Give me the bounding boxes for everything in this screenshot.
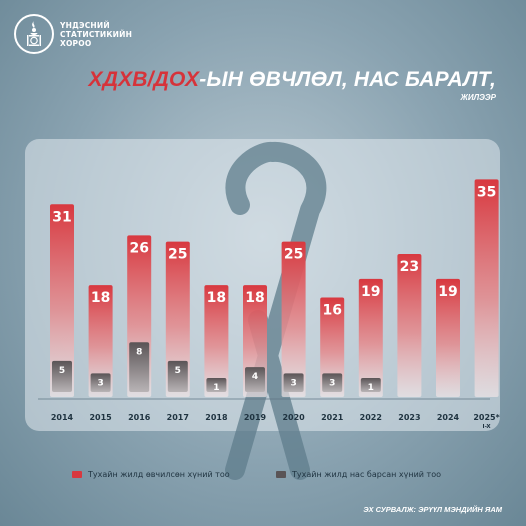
x-tick-label-2019: 2019 xyxy=(244,413,267,422)
cases-value-label-2024: 19 xyxy=(438,284,457,300)
deaths-value-label-2022: 1 xyxy=(368,383,374,393)
deaths-value-label-2016: 8 xyxy=(136,347,142,357)
cases-bar-2023 xyxy=(397,254,422,397)
cases-bar-2021 xyxy=(320,297,345,397)
logo-line-1: ҮНДЭСНИЙ xyxy=(60,20,110,30)
cases-value-label-2025*: 35 xyxy=(477,184,496,200)
title-rest: -ЫН ӨВЧЛӨЛ, НАС БАРАЛТ, xyxy=(199,68,496,91)
x-tick-labels: 2014 2015 2016 2017 2018 2019 2020 2021 2022 2023… xyxy=(51,413,501,430)
cases-bar-2015 xyxy=(88,285,113,397)
legend-label-deaths: Тухайн жилд нас барсан хүний тоо xyxy=(292,470,441,479)
deaths-value-label-2018: 1 xyxy=(213,383,219,393)
x-tick-sublabel-2025*: I-X xyxy=(483,424,492,430)
cases-bar-2020 xyxy=(281,241,306,397)
x-tick-label-2023: 2023 xyxy=(398,413,420,422)
deaths-bar-2014 xyxy=(52,360,72,392)
x-tick-label-2014: 2014 xyxy=(51,413,74,422)
title-accent: ХДХВ/ДОХ xyxy=(88,68,200,91)
cases-value-label-2020: 25 xyxy=(284,247,303,263)
x-tick-label-2022: 2022 xyxy=(360,413,382,422)
x-tick-label-2016: 2016 xyxy=(128,413,151,422)
deaths-bar-2022 xyxy=(360,378,381,392)
cases-value-label-2015: 18 xyxy=(91,290,110,306)
soyombo-emblem-icon xyxy=(14,14,54,54)
deaths-bar-2021 xyxy=(322,373,343,392)
logo-text: ҮНДЭСНИЙ СТАТИСТИКИЙН ХОРОО xyxy=(60,21,132,48)
deaths-bar-2018 xyxy=(206,378,227,392)
bars-layer: 31 5 18 3 26 8 25 5 18 1 18 4 25 3 16 3 19 1 23 19 35 xyxy=(50,179,499,397)
x-tick-label-2021: 2021 xyxy=(321,413,344,422)
x-tick-label-2018: 2018 xyxy=(205,413,228,422)
logo-line-3: ХОРОО xyxy=(60,38,92,48)
deaths-value-label-2015: 3 xyxy=(97,378,103,388)
deaths-bar-2019 xyxy=(245,367,265,392)
deaths-value-label-2021: 3 xyxy=(329,378,335,388)
deaths-value-label-2017: 5 xyxy=(175,366,181,376)
deaths-value-label-2014: 5 xyxy=(59,366,65,376)
deaths-value-label-2020: 3 xyxy=(290,378,296,388)
legend: Тухайн жилд өвчилсөн хүний тоо Тухайн жи… xyxy=(0,470,526,490)
cases-bar-2024 xyxy=(436,278,460,397)
x-tick-label-2025*: 2025* xyxy=(473,413,500,422)
cases-bar-2017 xyxy=(165,241,190,397)
cases-value-label-2016: 26 xyxy=(129,240,148,256)
legend-label-cases: Тухайн жилд өвчилсөн хүний тоо xyxy=(88,470,230,479)
x-tick-label-2017: 2017 xyxy=(167,413,189,422)
cases-value-label-2017: 25 xyxy=(168,247,187,263)
chart-subtitle: ЖИЛЭЭР xyxy=(460,93,496,102)
title-block: ХДХВ/ДОХ-ЫН ӨВЧЛӨЛ, НАС БАРАЛТ, ЖИЛЭЭР xyxy=(89,68,497,102)
x-tick-label-2024: 2024 xyxy=(437,413,460,422)
chart-title: ХДХВ/ДОХ-ЫН ӨВЧЛӨЛ, НАС БАРАЛТ, xyxy=(89,68,497,92)
cases-value-label-2021: 16 xyxy=(322,303,341,319)
legend-item-deaths: Тухайн жилд нас барсан хүний тоо xyxy=(276,470,441,479)
legend-swatch-deaths xyxy=(276,471,286,478)
logo-line-2: СТАТИСТИКИЙН xyxy=(60,29,133,39)
source-note: ЭХ СУРВАЛЖ: ЭРҮҮЛ МЭНДИЙН ЯАМ xyxy=(363,505,502,514)
deaths-bar-2015 xyxy=(90,373,111,392)
x-tick-label-2020: 2020 xyxy=(282,413,305,422)
deaths-value-label-2019: 4 xyxy=(252,372,258,382)
cases-bar-2025* xyxy=(474,179,499,397)
logo: ҮНДЭСНИЙ СТАТИСТИКИЙН ХОРОО xyxy=(14,14,132,54)
cases-value-label-2022: 19 xyxy=(361,284,380,300)
cases-value-label-2023: 23 xyxy=(400,259,419,275)
legend-swatch-cases xyxy=(72,471,82,478)
deaths-bar-2016 xyxy=(129,342,150,392)
legend-item-cases: Тухайн жилд өвчилсөн хүний тоо xyxy=(72,470,230,479)
x-tick-label-2015: 2015 xyxy=(89,413,112,422)
cases-value-label-2019: 18 xyxy=(245,290,264,306)
cases-value-label-2018: 18 xyxy=(207,290,226,306)
cases-bar-2014 xyxy=(50,204,74,397)
cases-bar-2018 xyxy=(204,285,229,397)
cases-value-label-2014: 31 xyxy=(52,209,71,225)
deaths-bar-2017 xyxy=(167,360,188,392)
cases-bar-2022 xyxy=(358,278,383,397)
deaths-bar-2020 xyxy=(283,373,304,392)
